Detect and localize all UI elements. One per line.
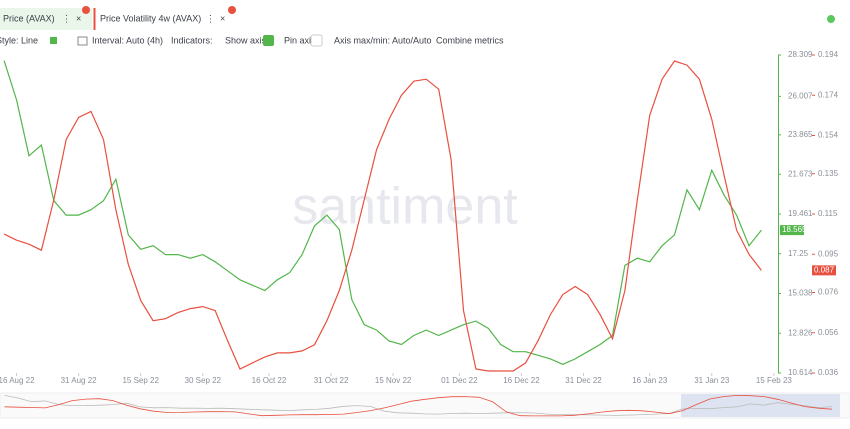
tab-label[interactable]: Price Volatility 4w (AVAX)	[100, 13, 201, 23]
x-tick-label: 01 Dec 22	[441, 376, 478, 385]
tab-alert	[228, 6, 236, 14]
x-tick-label: 16 Oct 22	[252, 376, 287, 385]
x-tick-label: 31 Dec 22	[565, 376, 602, 385]
x-tick-label: 16 Jan 23	[632, 376, 668, 385]
x-tick-label: 30 Sep 22	[185, 376, 222, 385]
checkbox[interactable]	[263, 35, 274, 46]
watermark: santiment	[292, 178, 518, 236]
calendar-icon	[77, 36, 88, 46]
x-tick-label: 15 Nov 22	[375, 376, 412, 385]
tab-bg	[94, 8, 234, 30]
current-value-label: 0.087	[814, 265, 835, 274]
current-value-badge	[812, 265, 836, 276]
toolbar-axis-range[interactable]: Axis max/min: Auto/Auto	[334, 35, 432, 45]
y2-tick-label: 0.154	[818, 131, 839, 140]
x-tick-label: 15 Feb 23	[756, 376, 793, 385]
y-tick-label: 15.038	[788, 289, 813, 298]
y2-tick-label: 0.194	[818, 50, 839, 59]
tab-bg	[0, 8, 92, 30]
navigator-line	[4, 395, 832, 416]
tab-menu[interactable]: ⋮	[206, 13, 215, 23]
x-tick-label: 31 Aug 22	[61, 376, 98, 385]
toolbar-interval[interactable]: Interval: Auto (4h)	[92, 35, 163, 45]
tab-close[interactable]: ×	[76, 13, 81, 23]
y2-tick-label: 0.174	[818, 90, 839, 99]
navigator-window[interactable]	[681, 394, 840, 417]
tab-alert	[82, 6, 90, 14]
tab-menu[interactable]: ⋮	[62, 13, 71, 23]
checkbox[interactable]	[310, 34, 323, 47]
x-tick-label: 15 Sep 22	[122, 376, 159, 385]
y2-tick-label: 0.056	[818, 328, 839, 337]
tab-label[interactable]: Price (AVAX)	[3, 13, 55, 23]
y-tick-label: 19.461	[788, 209, 813, 218]
x-tick-label: 31 Oct 22	[314, 376, 349, 385]
toolbar-show-axis[interactable]: Show axis	[225, 35, 267, 45]
x-tick-label: 16 Aug 22	[0, 376, 35, 385]
toolbar-style[interactable]: Style: Line	[0, 35, 38, 45]
y2-tick-label: 0.095	[818, 249, 839, 258]
y-tick-label: 23.865	[788, 130, 813, 139]
series-line	[3, 60, 762, 372]
toolbar-pin-axis[interactable]: Pin axis	[284, 35, 316, 45]
status-dot	[827, 15, 835, 23]
y2-tick-label: 0.076	[818, 288, 839, 297]
color-swatch[interactable]	[50, 37, 57, 44]
y-tick-label: 17.25	[788, 249, 809, 258]
y-tick-label: 28.309	[788, 50, 813, 59]
y2-tick-label: 0.115	[818, 209, 838, 218]
y2-tick-label: 0.036	[818, 368, 839, 377]
y2-tick-label: 0.135	[818, 169, 839, 178]
series-line	[3, 60, 762, 365]
y-tick-label: 21.673	[788, 169, 813, 178]
x-tick-label: 31 Jan 23	[694, 376, 730, 385]
y-tick-label: 10.614	[788, 368, 813, 377]
navigator-line	[4, 394, 832, 417]
y-tick-label: 12.826	[788, 328, 813, 337]
current-value-badge	[780, 225, 804, 236]
current-value-label: 18.565	[782, 225, 807, 234]
toolbar-indicators[interactable]: Indicators:	[171, 35, 213, 45]
tab-close[interactable]: ×	[220, 13, 225, 23]
x-tick-label: 16 Dec 22	[503, 376, 540, 385]
y-tick-label: 26.007	[788, 91, 813, 100]
toolbar-combine[interactable]: Combine metrics	[436, 35, 504, 45]
